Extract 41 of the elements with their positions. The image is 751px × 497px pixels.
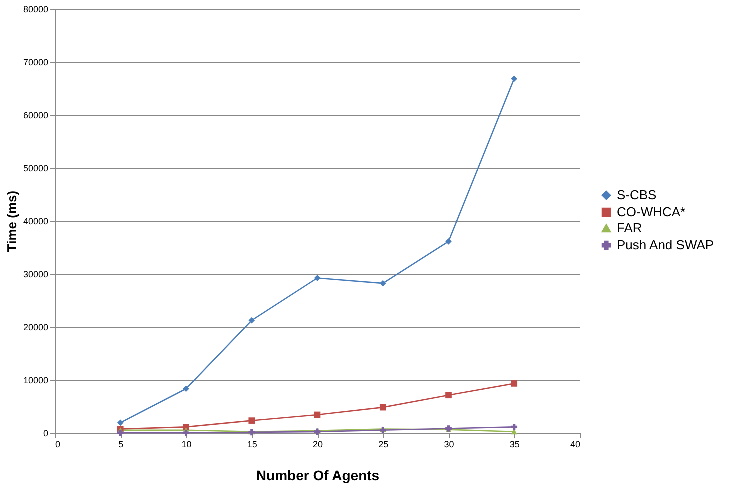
legend-label: CO-WHCA* [617,204,686,220]
x-tick-label: 5 [118,440,124,450]
x-tick-label: 20 [312,440,324,450]
point [380,280,386,287]
y-tick-label: 10000 [23,376,48,386]
y-tick-label: 40000 [23,216,48,226]
x-tick-label: 25 [378,440,389,450]
y-tick-label: 0 [43,428,48,438]
y-tick-label: 80000 [23,4,48,14]
point [248,418,256,424]
point [446,238,452,245]
x-tick-label: 35 [510,440,520,450]
legend-label: Push And SWAP [617,238,714,252]
legend-label: S-CBS [617,188,658,202]
point [511,380,518,387]
y-tick-label: 50000 [23,164,48,174]
y-tick-label: 20000 [23,322,48,332]
y-tick-label: 70000 [23,58,48,68]
legend-label: FAR [617,220,642,236]
point [314,275,321,282]
x-tick-label: 30 [444,440,454,450]
point [183,386,190,392]
point [314,412,321,418]
x-axis-title: Number Of Agents [256,468,380,484]
point [446,392,452,399]
point [183,424,190,430]
x-tick-label: 15 [247,440,258,450]
point [117,420,124,426]
point [380,404,386,411]
point [117,430,124,436]
point [511,76,518,82]
point [248,317,256,324]
x-tick-label: 0 [56,440,61,450]
point [511,424,518,430]
point [183,430,190,436]
y-tick-label: 60000 [23,110,48,120]
x-tick-label: 10 [182,440,192,450]
y-axis-title: Time (ms) [4,190,20,252]
y-tick-label: 30000 [23,270,48,280]
x-tick-label: 40 [570,440,580,450]
point [511,429,518,435]
